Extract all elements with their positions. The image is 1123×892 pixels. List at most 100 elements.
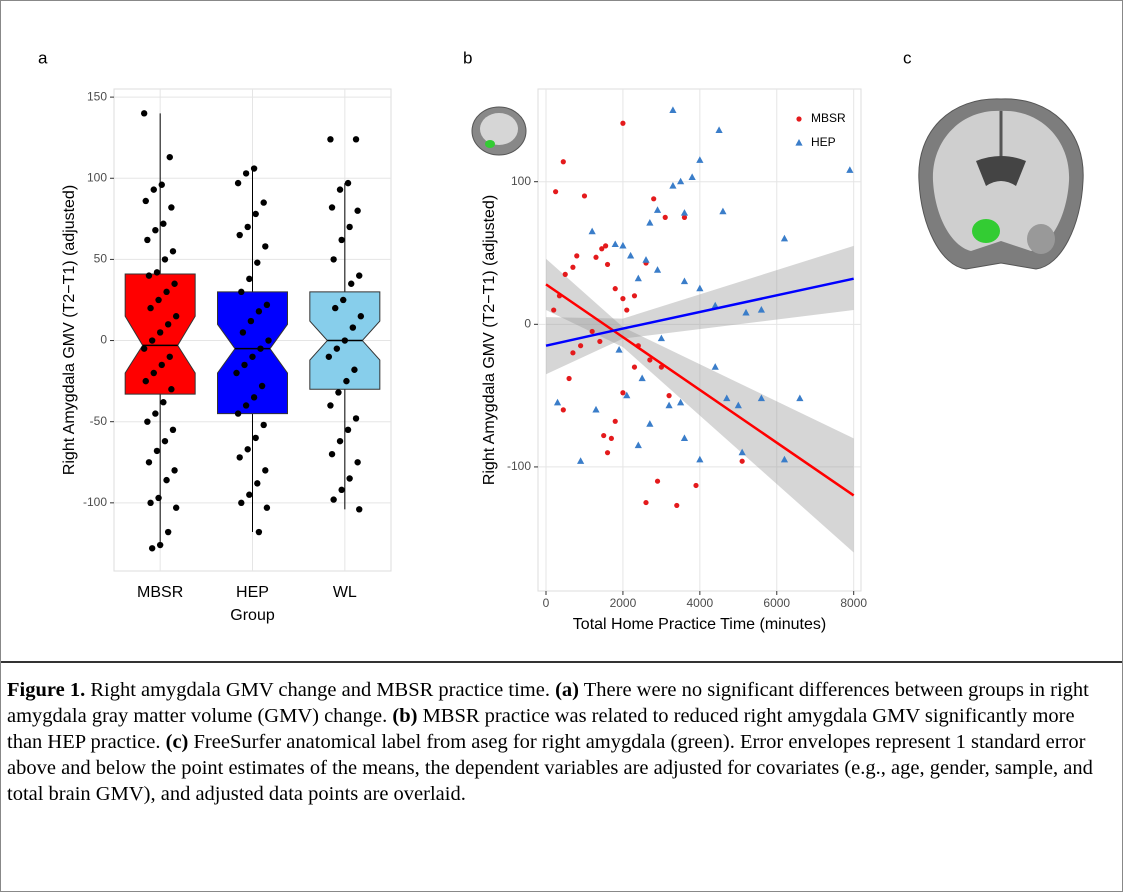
data-point	[351, 366, 358, 373]
data-point	[356, 272, 363, 279]
data-point	[257, 345, 264, 352]
data-point	[142, 197, 149, 205]
data-point	[330, 256, 337, 263]
y-tick-label: 0	[524, 316, 531, 330]
data-point	[796, 394, 804, 402]
y-axis-label: Right Amygdala GMV (T2−T1) (adjusted)	[61, 185, 78, 475]
caption-text: Right amygdala GMV change and MBSR pract…	[85, 679, 556, 701]
data-point	[570, 350, 576, 356]
data-point	[354, 459, 361, 466]
y-axis-label: Right Amygdala GMV (T2−T1) (adjusted)	[481, 195, 498, 485]
data-point	[140, 345, 148, 352]
data-point	[615, 345, 623, 353]
data-point	[171, 280, 178, 287]
data-point	[158, 181, 165, 188]
caption-bold: (b)	[392, 705, 418, 727]
data-point	[677, 177, 685, 185]
data-point	[696, 455, 704, 463]
y-tick-label: 100	[511, 174, 531, 188]
data-point	[160, 220, 167, 227]
data-point	[236, 454, 243, 461]
data-point	[578, 343, 584, 349]
data-point	[680, 209, 689, 216]
data-point	[346, 223, 353, 231]
data-point	[247, 317, 255, 325]
data-point	[238, 499, 245, 507]
data-point	[335, 389, 342, 396]
data-point	[651, 196, 657, 202]
data-point	[599, 246, 605, 252]
data-point	[734, 401, 742, 409]
data-point	[677, 398, 685, 406]
data-point	[148, 337, 156, 344]
panel-label: a	[38, 48, 48, 67]
confidence-band	[546, 245, 854, 375]
data-point	[780, 455, 789, 463]
y-tick-label: 150	[87, 89, 107, 103]
data-point	[669, 106, 677, 113]
caption-bold: (a)	[555, 679, 579, 701]
data-point	[148, 545, 156, 552]
data-point	[693, 482, 699, 489]
data-point	[623, 391, 631, 399]
data-point	[152, 410, 159, 417]
data-point	[140, 110, 148, 117]
data-point	[662, 214, 668, 220]
data-point	[328, 450, 336, 458]
data-point	[241, 361, 248, 369]
data-point	[638, 374, 646, 382]
data-point	[166, 153, 173, 161]
data-point	[163, 288, 170, 296]
data-point	[338, 236, 345, 244]
data-point	[164, 321, 172, 328]
data-point	[742, 308, 750, 316]
x-tick-label: 2000	[610, 596, 637, 610]
data-point	[260, 199, 267, 206]
data-point	[604, 261, 611, 268]
data-point	[357, 313, 365, 320]
data-point	[158, 361, 165, 369]
data-point	[336, 437, 344, 445]
data-point	[560, 407, 566, 413]
caption-text: There were no significant differences be…	[7, 679, 1089, 727]
data-point	[589, 328, 595, 335]
data-point	[354, 207, 361, 214]
data-point	[577, 457, 585, 464]
data-point	[242, 170, 250, 177]
data-point	[601, 432, 607, 439]
data-point	[711, 363, 719, 370]
caption-bold: (c)	[165, 731, 189, 753]
chart: a b c -100 -50 0 50 100 150 MBSR HEP WL Group Righ…	[1, 48, 1122, 663]
legend-marker	[796, 116, 802, 122]
box	[217, 291, 288, 415]
data-point	[244, 223, 251, 231]
data-point	[168, 386, 175, 393]
data-point	[145, 272, 153, 279]
data-point	[238, 288, 245, 296]
x-tick-label: 8000	[840, 596, 867, 610]
data-point	[653, 266, 662, 273]
data-point	[242, 402, 250, 409]
data-point	[352, 136, 360, 143]
data-point	[171, 467, 178, 474]
regression-line	[545, 277, 854, 347]
data-point	[356, 506, 363, 513]
data-point	[619, 241, 627, 249]
data-point	[250, 165, 258, 172]
data-point	[588, 227, 596, 235]
caption-text: MBSR practice was related to reduced rig…	[7, 705, 1075, 753]
data-point	[646, 219, 654, 226]
panel-label: c	[903, 48, 912, 67]
y-tick-label: -100	[83, 495, 107, 509]
data-point	[265, 337, 272, 344]
data-point	[593, 254, 599, 260]
data-point	[688, 173, 696, 181]
data-point	[566, 375, 572, 382]
panel-label: b	[463, 48, 472, 67]
data-point	[258, 382, 266, 390]
data-point	[643, 499, 649, 506]
data-point	[665, 401, 673, 409]
data-point	[145, 459, 153, 466]
data-point	[246, 275, 253, 283]
data-point	[348, 280, 355, 287]
